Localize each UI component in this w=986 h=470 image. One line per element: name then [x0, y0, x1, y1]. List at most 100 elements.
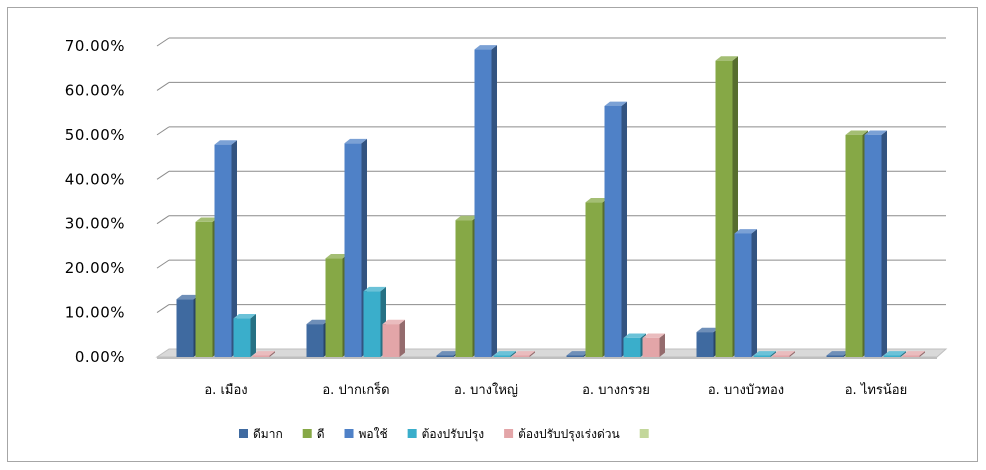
gridline-diagonal [156, 82, 170, 91]
gridline-diagonal [156, 170, 170, 180]
y-tick-label: 20.00% [65, 259, 125, 277]
bar-top [306, 319, 329, 325]
bar-side [510, 351, 516, 357]
bar-front [902, 355, 920, 357]
x-category-label: อ. ปากเกร็ด [322, 380, 389, 398]
y-tick-label: 70.00% [65, 37, 125, 55]
bar-side [770, 351, 776, 357]
y-axis-tick-labels: 0.00% 10.00% 20.00% 30.00% 40.00% 50.00% 60.00… [65, 37, 125, 366]
legend-swatch [239, 429, 248, 438]
y-tick-label: 30.00% [65, 215, 125, 233]
y-tick-label: 40.00% [65, 170, 125, 188]
floor-front-edge [157, 357, 937, 359]
x-category-label: อ. บางใหญ่ [454, 382, 518, 398]
legend-item: พอใช้ [344, 427, 388, 441]
bar-front [715, 60, 733, 357]
y-tick-label: 50.00% [65, 126, 125, 144]
gridline-diagonal [156, 304, 170, 313]
bar-top [325, 253, 348, 259]
bar-top [566, 351, 589, 356]
bar [753, 351, 776, 357]
gridline-diagonal [156, 37, 170, 47]
legend-swatch [344, 429, 354, 438]
legend-item [639, 429, 649, 438]
bar-top [826, 351, 849, 356]
y-tick-label: 10.00% [65, 304, 125, 322]
bar-side [900, 351, 906, 357]
bar-top [883, 351, 906, 356]
bar-front [604, 105, 622, 357]
y-tick-label: 60.00% [65, 81, 125, 99]
bar [734, 229, 757, 357]
bar [214, 140, 237, 357]
bar [864, 130, 887, 357]
bar-front [642, 337, 660, 357]
bar-front [772, 355, 790, 357]
bar-front [455, 220, 473, 357]
bar-chart: 0.00% 10.00% 20.00% 30.00% 40.00% 50.00% 60.00… [65, 37, 948, 442]
bar-top [233, 313, 256, 319]
bar-front [214, 144, 232, 357]
bar-side [529, 351, 535, 357]
bar-top [195, 217, 218, 222]
legend-item: ต้องปรับปรุงเร่งด่วน [504, 427, 620, 442]
gridline-diagonal [156, 215, 170, 225]
bar-side [491, 45, 497, 357]
bar [474, 45, 497, 357]
bar-top [734, 229, 757, 234]
legend-swatch [504, 429, 514, 438]
bar-front [436, 355, 454, 357]
bar [604, 101, 627, 357]
bar-front [623, 337, 641, 357]
bar-front [344, 143, 362, 357]
bar-side [269, 351, 275, 357]
bar-front [493, 355, 511, 357]
bar-top [214, 140, 237, 145]
bar-top [902, 351, 925, 356]
x-axis-category-labels: อ. เมือง อ. ปากเกร็ด อ. บางใหญ่ อ. บางกรวย อ… [204, 380, 907, 398]
bar-front [512, 355, 530, 357]
x-category-label: อ. เมือง [204, 382, 247, 398]
bar [493, 351, 516, 357]
bar-top [642, 333, 665, 338]
bar-front [474, 49, 492, 357]
bar-top [455, 215, 478, 221]
gridlines [156, 37, 946, 313]
legend-label: ดีมาก [253, 427, 283, 441]
x-category-label: อ. บางบัวทอง [708, 383, 784, 398]
bar [883, 351, 906, 357]
bar [772, 351, 795, 357]
bar-side [751, 229, 757, 357]
legend-swatch [639, 429, 649, 438]
bar-top [623, 333, 646, 338]
bar-top [696, 327, 719, 333]
bar-front [585, 202, 603, 357]
bar-front [195, 221, 213, 357]
legend-item: ดีมาก [239, 427, 283, 441]
bar-front [826, 355, 844, 357]
bar-top [344, 138, 367, 144]
bar-side [231, 140, 237, 357]
bar-front [864, 134, 882, 357]
bar-top [845, 130, 868, 135]
bar-side [659, 333, 665, 357]
legend-label: ดี [317, 427, 325, 441]
bar-side [789, 351, 795, 357]
bar-side [919, 351, 925, 357]
bar-top [176, 294, 199, 300]
x-category-label: อ. บางกรวย [582, 383, 650, 398]
bar-side [881, 130, 887, 357]
x-category-label: อ. ไทรน้อย [845, 382, 907, 398]
bar [512, 351, 535, 357]
bar-front [252, 355, 270, 357]
chart-floor [155, 348, 948, 359]
legend-label: พอใช้ [359, 427, 388, 441]
y-tick-label: 0.00% [75, 348, 125, 366]
bar-side [399, 319, 405, 357]
bar-top [436, 351, 459, 356]
bar-top [753, 351, 776, 356]
chart-frame: 0.00% 10.00% 20.00% 30.00% 40.00% 50.00% 60.00… [7, 7, 978, 462]
legend-swatch [302, 429, 312, 438]
gridline-diagonal [156, 126, 170, 136]
bar-front [753, 355, 771, 357]
